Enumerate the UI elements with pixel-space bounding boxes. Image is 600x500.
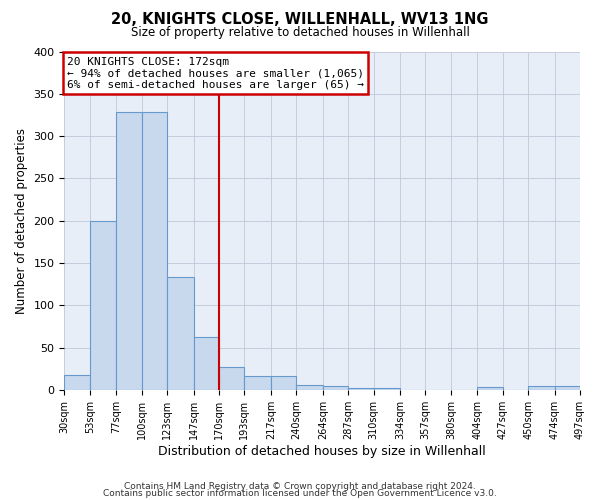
Bar [296, 385, 323, 390]
Text: 20, KNIGHTS CLOSE, WILLENHALL, WV13 1NG: 20, KNIGHTS CLOSE, WILLENHALL, WV13 1NG [111, 12, 489, 28]
Bar [348, 388, 374, 390]
Bar [528, 386, 554, 390]
Bar [142, 112, 167, 390]
Y-axis label: Number of detached properties: Number of detached properties [15, 128, 28, 314]
Bar [323, 386, 348, 390]
Text: Contains HM Land Registry data © Crown copyright and database right 2024.: Contains HM Land Registry data © Crown c… [124, 482, 476, 491]
Text: Contains public sector information licensed under the Open Government Licence v3: Contains public sector information licen… [103, 490, 497, 498]
Text: 20 KNIGHTS CLOSE: 172sqm
← 94% of detached houses are smaller (1,065)
6% of semi: 20 KNIGHTS CLOSE: 172sqm ← 94% of detach… [67, 56, 364, 90]
Bar [194, 336, 219, 390]
Bar [90, 220, 116, 390]
Bar [271, 376, 296, 390]
Bar [219, 367, 244, 390]
Bar [167, 278, 194, 390]
Bar [64, 374, 90, 390]
Text: Size of property relative to detached houses in Willenhall: Size of property relative to detached ho… [131, 26, 469, 39]
Bar [374, 388, 400, 390]
Bar [478, 388, 503, 390]
Bar [244, 376, 271, 390]
Bar [554, 386, 580, 390]
Bar [116, 112, 142, 390]
X-axis label: Distribution of detached houses by size in Willenhall: Distribution of detached houses by size … [158, 444, 486, 458]
